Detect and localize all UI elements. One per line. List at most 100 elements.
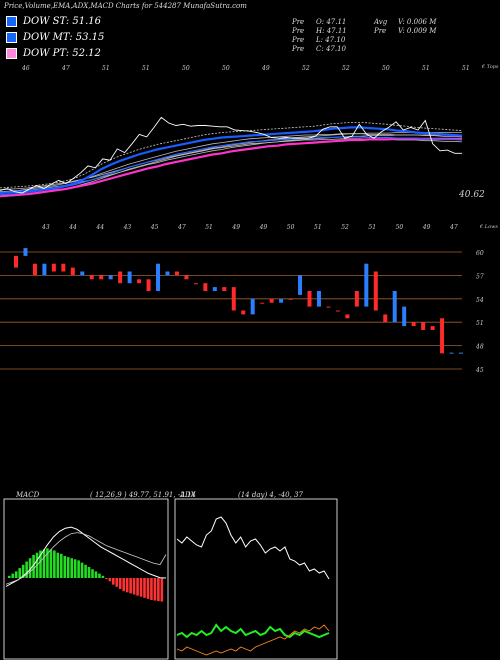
stat-open-label: Pre: [292, 18, 305, 26]
y-axis-label: 57: [476, 273, 484, 280]
macd-histogram-bar: [157, 578, 160, 602]
macd-histogram-bar: [118, 578, 122, 589]
candle: [373, 271, 378, 311]
macd-label: MACD: [16, 491, 40, 499]
candle: [335, 310, 340, 312]
macd-histogram-bar: [115, 578, 119, 587]
macd-histogram-bar: [91, 569, 94, 578]
macd-histogram-bar: [108, 578, 112, 582]
ema-band-line: [0, 122, 463, 189]
macd-histogram-bar: [132, 578, 136, 595]
macd-histogram-bar: [84, 564, 87, 578]
macd-histogram-bar: [18, 568, 21, 578]
stat-high-value: H: 47.11: [316, 27, 347, 35]
macd-histogram-bar: [87, 567, 91, 578]
macd-histogram-bar: [77, 560, 80, 578]
candle: [108, 275, 113, 280]
macd-histogram-bar: [146, 578, 150, 599]
macd-histogram-bar: [80, 562, 84, 578]
macd-histogram-bar: [14, 571, 18, 578]
bottom-date-label: 44: [95, 224, 104, 231]
stat-close-value: C: 47.10: [316, 45, 346, 53]
macd-histogram-bar: [160, 578, 164, 602]
y-axis-label: 48: [475, 344, 484, 351]
bottom-date-label: 51: [314, 224, 322, 231]
macd-histogram-bar: [125, 578, 129, 593]
candle: [32, 263, 37, 276]
candle: [61, 263, 66, 272]
macd-histogram-bar: [60, 553, 63, 578]
macd-histogram-bar: [66, 557, 70, 578]
candle: [80, 271, 85, 276]
signal-line: [5, 532, 167, 585]
top-date-label: 49: [261, 65, 270, 72]
stat-low: Pre L: 47.10: [292, 36, 345, 44]
candle: [326, 306, 331, 308]
stat-pre-volume-label: Pre: [374, 27, 387, 35]
stat-pre-volume: Pre V: 0.009 M: [374, 27, 436, 35]
stat-open-value: O: 47.11: [316, 18, 347, 26]
candle: [174, 271, 179, 276]
legend-dow-st: DOW ST: 51.16: [6, 16, 101, 27]
top-date-label: 50: [382, 65, 390, 72]
top-date-label: 52: [342, 65, 350, 72]
macd-histogram-bar: [139, 578, 143, 597]
macd-histogram-bar: [63, 556, 67, 578]
legend-swatch-pt: [6, 48, 17, 59]
stat-avg-volume-label: Avg: [374, 18, 388, 26]
candle: [222, 287, 227, 291]
top-date-label: 46: [21, 65, 30, 72]
adx-line: [176, 516, 330, 580]
stat-avg-volume: Avg V: 0.006 M: [374, 18, 436, 26]
top-date-label: 50: [222, 65, 230, 72]
stat-close: Pre C: 47.10: [292, 45, 346, 53]
candle: [231, 287, 236, 311]
price-panel: 46 47 51 51 50 50 49 52 52 50 51 51 43 44 44 43 45 47 51 49…: [0, 64, 499, 231]
ema-band-line: [0, 133, 463, 193]
candle: [392, 291, 397, 323]
stat-high: Pre H: 47.11: [292, 27, 347, 35]
legend-dow-pt: DOW PT: 52.12: [6, 48, 101, 59]
macd-params: ( 12,26,9 ) 49.77, 51.91, -2.14: [90, 491, 196, 499]
candle: [146, 279, 151, 291]
plus-di-line: [176, 623, 330, 639]
price-line: [0, 116, 462, 194]
legend-swatch-st: [6, 16, 17, 27]
candle: [212, 287, 217, 291]
candle: [127, 271, 132, 284]
candle: [51, 263, 56, 272]
stat-low-label: Pre: [292, 36, 305, 44]
bottom-date-label: 47: [449, 224, 458, 231]
macd-histogram-bar: [56, 552, 60, 578]
candle: [250, 298, 255, 315]
bottom-date-label: 49: [422, 224, 431, 231]
bottom-date-label: 52: [341, 224, 349, 231]
y-axis-label: 51: [476, 320, 484, 327]
stat-low-value: L: 47.10: [316, 36, 346, 44]
macd-histogram-bar: [25, 561, 28, 578]
macd-histogram-bar: [49, 549, 53, 578]
bottom-date-label: 50: [287, 224, 295, 231]
macd-histogram-bar: [153, 578, 157, 601]
macd-histogram-bar: [28, 558, 32, 578]
bottom-date-label: 49: [259, 224, 268, 231]
legend-label-pt: DOW PT: 52.12: [23, 48, 101, 59]
candle: [449, 352, 454, 354]
macd-line: [5, 526, 167, 587]
macd-histogram-bar: [122, 578, 125, 592]
stat-high-label: Pre: [292, 27, 305, 35]
macd-histogram-bar: [105, 578, 108, 580]
candle: [430, 326, 435, 330]
y-axis-label: 60: [476, 250, 484, 257]
right-bottom-label: € Lows: [479, 224, 498, 230]
macd-histogram-bar: [94, 571, 98, 578]
candle: [354, 291, 359, 307]
candle: [364, 263, 369, 307]
stat-avg-volume-value: V: 0.006 M: [398, 18, 437, 26]
adx-panel: [174, 498, 338, 660]
stat-open: Pre O: 47.11: [292, 18, 346, 26]
candle: [89, 275, 94, 280]
candle: [241, 310, 246, 315]
top-date-label: 47: [61, 65, 70, 72]
